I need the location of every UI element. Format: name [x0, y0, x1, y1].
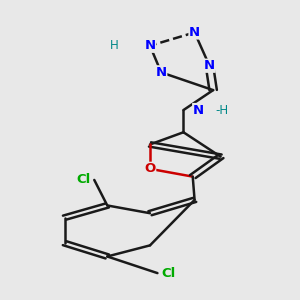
Text: -H: -H [215, 103, 228, 117]
Text: N: N [144, 39, 156, 52]
Text: Cl: Cl [161, 267, 176, 280]
Text: Cl: Cl [76, 173, 91, 186]
Text: N: N [156, 66, 167, 79]
Text: H: H [110, 39, 119, 52]
Text: N: N [193, 103, 204, 117]
Text: O: O [144, 162, 156, 176]
Text: N: N [204, 59, 215, 72]
Text: N: N [189, 26, 200, 39]
